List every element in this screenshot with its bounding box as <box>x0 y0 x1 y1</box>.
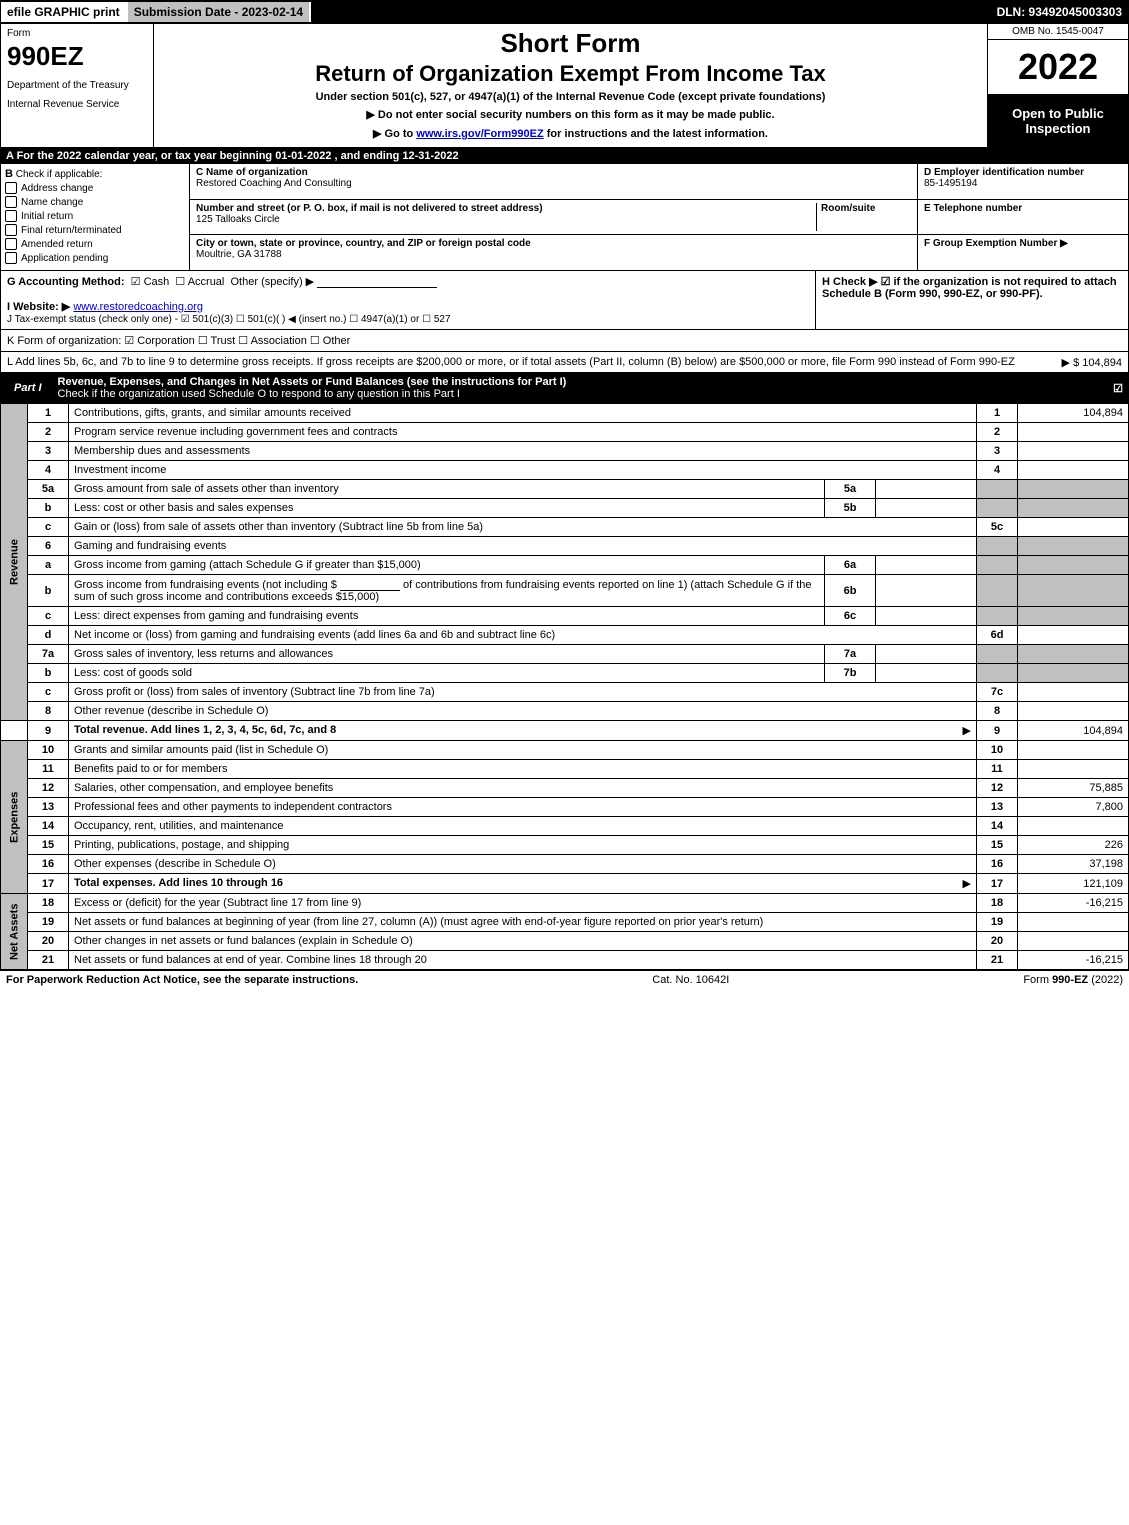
section-h: H Check ▶ ☑ if the organization is not r… <box>816 271 1128 329</box>
org-name: Restored Coaching And Consulting <box>196 178 352 189</box>
part-i-title: Revenue, Expenses, and Changes in Net As… <box>58 376 1114 400</box>
section-g: G Accounting Method: ☑ Cash ☐ Accrual Ot… <box>1 271 816 329</box>
title-right: OMB No. 1545-0047 2022 Open to Public In… <box>987 24 1128 147</box>
line-1-desc: Contributions, gifts, grants, and simila… <box>69 404 977 423</box>
other-specify-blank <box>317 275 437 288</box>
addr-cell: Number and street (or P. O. box, if mail… <box>190 200 917 236</box>
title-block: Form 990EZ Department of the Treasury In… <box>0 24 1129 148</box>
dln-label: DLN: 93492045003303 <box>991 2 1128 22</box>
dept-treasury: Department of the Treasury <box>7 80 147 91</box>
addr-label: Number and street (or P. O. box, if mail… <box>196 203 543 214</box>
section-d: D Employer identification number 85-1495… <box>917 164 1128 270</box>
cb-address-change[interactable]: Address change <box>5 182 185 194</box>
line-9-val: 104,894 <box>1018 721 1129 741</box>
line-18-val: -16,215 <box>1018 894 1129 913</box>
cb-initial-return[interactable]: Initial return <box>5 210 185 222</box>
line-21-val: -16,215 <box>1018 951 1129 970</box>
form-id-cell: Form 990EZ Department of the Treasury In… <box>1 24 154 147</box>
form-word: Form <box>7 28 147 39</box>
g-label: G Accounting Method: <box>7 276 125 288</box>
short-form-title: Short Form <box>162 28 979 59</box>
header-spacer <box>311 9 990 15</box>
part-i-check: ☑ <box>1113 382 1123 395</box>
group-cell: F Group Exemption Number ▶ <box>918 235 1128 270</box>
open-inspection: Open to Public Inspection <box>988 95 1128 147</box>
title-center: Short Form Return of Organization Exempt… <box>154 24 987 147</box>
phone-label: E Telephone number <box>924 203 1022 214</box>
return-title: Return of Organization Exempt From Incom… <box>162 61 979 87</box>
city-value: Moultrie, GA 31788 <box>196 249 282 260</box>
l-amount: ▶ $ 104,894 <box>1062 356 1122 369</box>
section-a: A For the 2022 calendar year, or tax yea… <box>0 148 1129 164</box>
line-13-val: 7,800 <box>1018 798 1129 817</box>
city-label: City or town, state or province, country… <box>196 238 531 249</box>
omb-number: OMB No. 1545-0047 <box>988 24 1128 40</box>
line-1-val: 104,894 <box>1018 404 1129 423</box>
ein-cell: D Employer identification number 85-1495… <box>918 164 1128 200</box>
info-grid: B Check if applicable: Address change Na… <box>0 164 1129 271</box>
irs-link[interactable]: www.irs.gov/Form990EZ <box>416 128 543 140</box>
side-revenue: Revenue <box>1 404 28 721</box>
ssn-warning: ▶ Do not enter social security numbers o… <box>162 108 979 121</box>
form-number: 990EZ <box>7 41 147 72</box>
side-expenses: Expenses <box>1 741 28 894</box>
efile-label[interactable]: efile GRAPHIC print <box>1 2 128 22</box>
line-15-val: 226 <box>1018 836 1129 855</box>
tax-year: 2022 <box>988 40 1128 95</box>
cb-name-change[interactable]: Name change <box>5 196 185 208</box>
submission-date: Submission Date - 2023-02-14 <box>128 2 311 22</box>
section-l: L Add lines 5b, 6c, and 7b to line 9 to … <box>0 352 1129 373</box>
section-gh: G Accounting Method: ☑ Cash ☐ Accrual Ot… <box>0 271 1129 330</box>
line-17-val: 121,109 <box>1018 874 1129 894</box>
footer: For Paperwork Reduction Act Notice, see … <box>0 970 1129 989</box>
line-6b-desc: Gross income from fundraising events (no… <box>69 575 825 607</box>
section-c: C Name of organization Restored Coaching… <box>190 164 917 270</box>
line-12-val: 75,885 <box>1018 779 1129 798</box>
part-i-header: Part I Revenue, Expenses, and Changes in… <box>0 373 1129 403</box>
footer-left: For Paperwork Reduction Act Notice, see … <box>6 974 358 986</box>
h-text: H Check ▶ ☑ if the organization is not r… <box>822 276 1117 300</box>
l-text: L Add lines 5b, 6c, and 7b to line 9 to … <box>7 356 1015 368</box>
main-table: Revenue 1 Contributions, gifts, grants, … <box>0 403 1129 970</box>
b-letter: B <box>5 168 13 180</box>
cb-amended[interactable]: Amended return <box>5 238 185 250</box>
footer-center: Cat. No. 10642I <box>652 974 729 986</box>
ein-label: D Employer identification number <box>924 167 1084 178</box>
c-name-label: C Name of organization <box>196 167 308 178</box>
room-label: Room/suite <box>821 203 875 214</box>
phone-cell: E Telephone number <box>918 200 1128 236</box>
city-cell: City or town, state or province, country… <box>190 235 917 270</box>
footer-right: Form 990-EZ (2022) <box>1023 974 1123 986</box>
line-16-val: 37,198 <box>1018 855 1129 874</box>
header-bar: efile GRAPHIC print Submission Date - 20… <box>0 0 1129 24</box>
goto-link-line: ▶ Go to www.irs.gov/Form990EZ for instru… <box>162 127 979 140</box>
line-9-desc: Total revenue. Add lines 1, 2, 3, 4, 5c,… <box>69 721 977 741</box>
part-i-label: Part I <box>6 380 50 396</box>
ein-value: 85-1495194 <box>924 178 977 189</box>
section-j: J Tax-exempt status (check only one) - ☑… <box>7 314 451 325</box>
under-section-text: Under section 501(c), 527, or 4947(a)(1)… <box>162 91 979 103</box>
group-label: F Group Exemption Number ▶ <box>924 238 1068 249</box>
section-k: K Form of organization: ☑ Corporation ☐ … <box>0 330 1129 352</box>
side-netassets: Net Assets <box>1 894 28 970</box>
website-link[interactable]: www.restoredcoaching.org <box>73 301 203 313</box>
section-b: B Check if applicable: Address change Na… <box>1 164 190 270</box>
irs-label: Internal Revenue Service <box>7 99 147 110</box>
addr-value: 125 Talloaks Circle <box>196 214 280 225</box>
i-label: I Website: ▶ <box>7 301 70 313</box>
org-name-cell: C Name of organization Restored Coaching… <box>190 164 917 200</box>
cb-final-return[interactable]: Final return/terminated <box>5 224 185 236</box>
b-check-if: Check if applicable: <box>16 169 103 180</box>
cb-application-pending[interactable]: Application pending <box>5 252 185 264</box>
